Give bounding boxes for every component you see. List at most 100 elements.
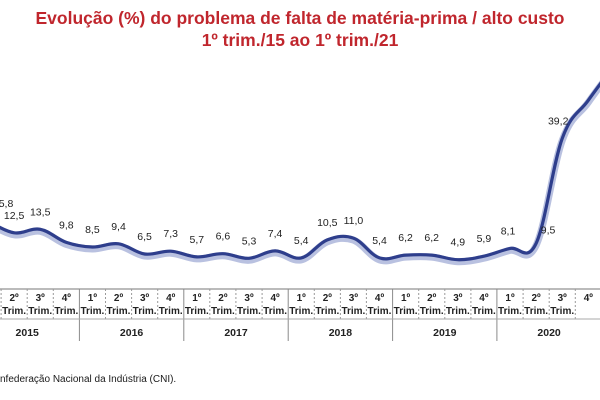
data-point-16: [378, 256, 381, 259]
data-label: 12,5: [4, 210, 25, 222]
x-tick-label: Trim.: [341, 306, 365, 317]
data-point-12: [274, 249, 277, 252]
year-label: 2017: [224, 327, 248, 339]
data-point-22: [535, 242, 538, 245]
data-label: 5,9: [477, 233, 492, 245]
data-label: 39,2: [548, 116, 569, 128]
data-point-11: [248, 257, 251, 260]
data-point-2: [13, 231, 16, 234]
data-label: 13,5: [30, 206, 51, 218]
data-label: 9,5: [541, 224, 556, 236]
x-tick-label: 4º: [584, 293, 594, 304]
x-tick-label: 1º: [297, 293, 307, 304]
x-tick-label: Trim.: [159, 306, 183, 317]
x-tick-label: Trim.: [420, 306, 444, 317]
data-label: 11,0: [344, 215, 364, 227]
x-tick-label: 4º: [62, 293, 72, 304]
x-tick-label: Trim.: [524, 306, 548, 317]
x-tick-label: 3º: [453, 293, 463, 304]
data-point-21: [509, 247, 512, 250]
data-label: 5,7: [189, 234, 204, 246]
x-tick-label: Trim.: [368, 306, 392, 317]
data-point-6: [117, 242, 120, 245]
data-label: 5,4: [372, 235, 387, 247]
x-tick-label: 3º: [558, 293, 568, 304]
data-point-9: [195, 255, 198, 258]
data-point-20: [482, 255, 485, 258]
series-line-shadow: [0, 80, 600, 266]
data-label: 8,1: [501, 225, 516, 237]
data-label: 5,3: [242, 235, 257, 247]
data-label: 5,4: [294, 235, 309, 247]
x-tick-label: Trim.: [550, 306, 574, 317]
x-tick-label: 2º: [218, 293, 228, 304]
x-tick-label: 2º: [114, 293, 124, 304]
data-label: 5,8: [0, 198, 13, 210]
data-point-14: [326, 238, 329, 241]
x-tick-label: Trim.: [28, 306, 52, 317]
x-tick-label: 1º: [88, 293, 98, 304]
series-line: [0, 81, 600, 262]
x-tick-label: 2º: [323, 293, 333, 304]
x-tick-label: 4º: [166, 293, 176, 304]
x-tick-label: 2º: [427, 293, 437, 304]
data-point-19: [456, 258, 459, 261]
x-tick-label: 1º: [192, 293, 202, 304]
data-label: 6,5: [137, 231, 152, 243]
x-tick-label: Trim.: [133, 306, 157, 317]
x-tick-label: 1º: [505, 293, 515, 304]
x-tick-label: Trim.: [263, 306, 287, 317]
x-tick-label: Trim.: [472, 306, 496, 317]
x-tick-label: 1º: [401, 293, 411, 304]
x-tick-label: Trim.: [237, 306, 261, 317]
data-point-8: [169, 250, 172, 253]
x-tick-label: 2º: [9, 293, 19, 304]
x-tick-label: Trim.: [80, 306, 104, 317]
year-label: 2015: [16, 327, 40, 339]
x-tick-label: Trim.: [394, 306, 418, 317]
x-tick-label: 3º: [244, 293, 254, 304]
chart-title-line1: Evolução (%) do problema de falta de mat…: [35, 8, 565, 28]
data-point-17: [404, 254, 407, 257]
data-label: 7,3: [163, 228, 178, 240]
data-label: 6,2: [398, 232, 413, 244]
x-tick-label: Trim.: [498, 306, 522, 317]
data-label: 10,5: [317, 217, 338, 229]
data-point-4: [65, 241, 68, 244]
x-tick-label: Trim.: [289, 306, 313, 317]
data-label: 4,9: [450, 237, 465, 249]
year-label: 2018: [329, 327, 353, 339]
x-tick-label: 4º: [375, 293, 385, 304]
x-tick-label: 4º: [479, 293, 489, 304]
x-tick-label: Trim.: [107, 306, 131, 317]
data-point-3: [39, 228, 42, 231]
x-tick-label: Trim.: [315, 306, 339, 317]
x-tick-label: Trim.: [2, 306, 26, 317]
x-tick-label: Trim.: [211, 306, 235, 317]
x-tick-label: Trim.: [185, 306, 209, 317]
data-label: 7,4: [268, 228, 283, 240]
x-tick-label: 4º: [270, 293, 280, 304]
data-point-10: [221, 252, 224, 255]
data-point-18: [430, 254, 433, 257]
data-point-7: [143, 253, 146, 256]
chart-title: Evolução (%) do problema de falta de mat…: [0, 7, 600, 51]
data-label: 9,4: [111, 221, 126, 233]
x-tick-label: Trim.: [54, 306, 78, 317]
data-point-5: [91, 246, 94, 249]
year-label: 2019: [433, 327, 457, 339]
data-point-23: [561, 137, 564, 140]
chart-title-line2: 1º trim./15 ao 1º trim./21: [201, 30, 399, 50]
data-point-15: [352, 237, 355, 240]
x-tick-label: 3º: [349, 293, 359, 304]
data-point-13: [300, 256, 303, 259]
data-label: 8,5: [85, 224, 100, 236]
x-tick-label: 3º: [36, 293, 46, 304]
data-label: 6,6: [216, 231, 231, 243]
x-tick-label: Trim.: [446, 306, 470, 317]
source-note: nfederação Nacional da Indústria (CNI).: [0, 374, 177, 385]
data-label: 9,8: [59, 219, 74, 231]
year-label: 2020: [537, 327, 561, 339]
data-point-24: [587, 99, 590, 102]
